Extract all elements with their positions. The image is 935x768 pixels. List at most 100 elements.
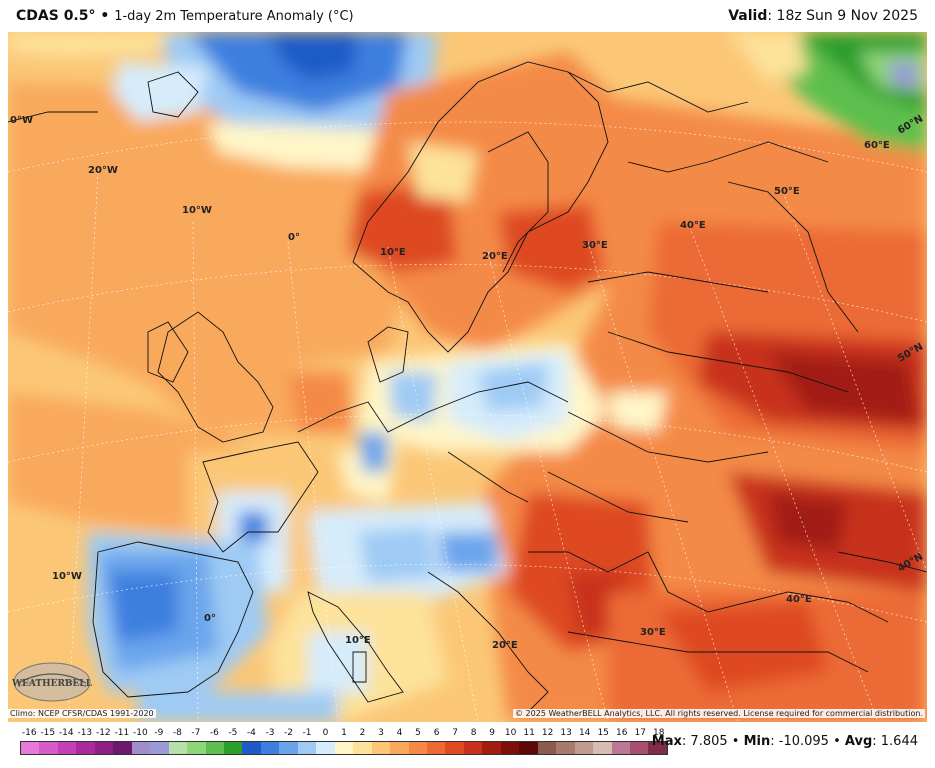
colorbar-tick-label: 1: [341, 728, 347, 738]
colorbar-tick-label: 6: [433, 728, 440, 738]
colorbar-swatch: [390, 742, 409, 754]
colorbar-swatch: [168, 742, 188, 754]
map-title: CDAS 0.5° • 1-day 2m Temperature Anomaly…: [16, 8, 354, 24]
colorbar-swatch: [593, 742, 612, 754]
colorbar-tick-label: 0: [322, 728, 329, 738]
valid-time: Valid: 18z Sun 9 Nov 2025: [728, 8, 918, 24]
coastlines: [8, 61, 927, 713]
stats-separator: •: [727, 734, 744, 749]
colorbar-tick-label: -13: [77, 728, 93, 738]
colorbar-tick-label: 3: [378, 728, 384, 738]
colorbar-tick-label: -8: [172, 728, 182, 738]
valid-label: Valid: [728, 8, 768, 24]
colorbar-tick-label: 16: [615, 728, 628, 738]
copyright-note: © 2025 WeatherBELL Analytics, LLC. All r…: [513, 709, 925, 718]
colorbar-swatch: [463, 742, 483, 754]
colorbar-tick-label: 12: [541, 728, 554, 738]
lon-label: 10°W: [182, 205, 212, 216]
colorbar-swatch: [205, 742, 224, 754]
colorbar-swatch: [113, 742, 132, 754]
valid-value: : 18z Sun 9 Nov 2025: [767, 8, 918, 24]
lon-label: 10°E: [380, 247, 406, 258]
colorbar-tick-label: -7: [191, 728, 201, 738]
colorbar-tick-label: -4: [246, 728, 256, 738]
lon-label: 60°E: [864, 140, 890, 151]
colorbar-swatch: [648, 742, 667, 754]
colorbar-swatch: [260, 742, 280, 754]
max-label: Max: [651, 734, 682, 749]
lon-label: 20°E: [482, 251, 508, 262]
colorbar-swatch: [223, 742, 243, 754]
colorbar-swatch: [39, 742, 58, 754]
colorbar-tick-label: 8: [470, 728, 477, 738]
colorbar-tick-label: 4: [396, 728, 403, 738]
climo-note: Climo: NCEP CFSR/CDAS 1991-2020: [8, 709, 156, 718]
colorbar-swatch: [353, 742, 372, 754]
colorbar-swatch: [408, 742, 427, 754]
colorbar-swatch: [297, 742, 317, 754]
colorbar-swatch: [537, 742, 557, 754]
lon-label: 20°W: [88, 165, 118, 176]
colorbar-tick-label: -11: [114, 728, 130, 738]
model-name: CDAS 0.5°: [16, 8, 96, 24]
colorbar: [20, 741, 668, 755]
colorbar-tick-label: 18: [653, 728, 665, 738]
colorbar-tick-label: -3: [265, 728, 275, 738]
lon-label: 40°E: [680, 220, 706, 231]
anomaly-field: [8, 32, 927, 722]
colorbar-swatch: [21, 742, 40, 754]
colorbar-swatch: [150, 742, 169, 754]
colorbar-tick-label: 2: [359, 728, 366, 738]
colorbar-tick-label: -12: [95, 728, 111, 738]
colorbar-tick-label: 9: [489, 728, 495, 738]
colorbar-swatch: [279, 742, 298, 754]
colorbar-swatch: [242, 742, 261, 754]
colorbar-tick-label: -5: [228, 728, 238, 738]
colorbar-swatch: [482, 742, 501, 754]
lon-label: 30°E: [640, 627, 666, 638]
colorbar-tick-label: -15: [40, 728, 56, 738]
colorbar-tick-label: 14: [578, 728, 591, 738]
colorbar-swatch: [94, 742, 114, 754]
colorbar-swatch: [426, 742, 446, 754]
colorbar-swatch: [371, 742, 391, 754]
colorbar-tick-label: -10: [132, 728, 148, 738]
colorbar-tick-label: -1: [302, 728, 312, 738]
lon-label: 0°W: [10, 115, 33, 126]
lon-label: 10°E: [345, 635, 371, 646]
colorbar-swatch: [316, 742, 335, 754]
lon-label: 30°E: [582, 240, 608, 251]
lon-label: 0°: [288, 232, 300, 243]
colorbar-swatch: [611, 742, 630, 754]
colorbar-swatch: [574, 742, 594, 754]
colorbar-tick-label: 7: [452, 728, 458, 738]
colorbar-swatch: [519, 742, 538, 754]
logo-text: WEATHERBELL: [12, 679, 92, 689]
avg-label: Avg: [844, 734, 873, 749]
product-name: 1-day 2m Temperature Anomaly (°C): [114, 9, 354, 24]
header: CDAS 0.5° • 1-day 2m Temperature Anomaly…: [0, 0, 935, 32]
colorbar-swatch: [556, 742, 575, 754]
colorbar-tick-label: -16: [21, 728, 37, 738]
colorbar-swatch: [76, 742, 95, 754]
colorbar-tick-label: -9: [154, 728, 164, 738]
colorbar-tick-label: 10: [504, 728, 517, 738]
footer: Climo: NCEP CFSR/CDAS 1991-2020 © 2025 W…: [0, 709, 935, 768]
colorbar-swatch: [334, 742, 354, 754]
colorbar-swatch: [187, 742, 206, 754]
anomaly-map[interactable]: 0°W 20°W 10°W 0° 10°E 20°E 30°E 40°E 50°…: [8, 32, 927, 722]
colorbar-tick-label: -14: [58, 728, 74, 738]
lon-label: 10°W: [52, 571, 82, 582]
lon-label: 40°E: [786, 594, 812, 605]
weatherbell-logo: WEATHERBELL: [12, 662, 92, 702]
min-value: : -10.095: [770, 734, 829, 749]
map-canvas: 0°W 20°W 10°W 0° 10°E 20°E 30°E 40°E 50°…: [8, 32, 927, 722]
colorbar-swatch: [131, 742, 151, 754]
colorbar-swatch: [629, 742, 649, 754]
colorbar-swatch: [500, 742, 520, 754]
lon-label: 50°E: [774, 186, 800, 197]
min-label: Min: [743, 734, 771, 749]
colorbar-tick-label: 13: [560, 728, 572, 738]
colorbar-ticks: -16 -15 -14 -13 -12 -11 -10 -9 -8 -7 -6 -5 -4 -3 -2 -1 0…: [20, 728, 668, 740]
graticule: [8, 121, 927, 722]
